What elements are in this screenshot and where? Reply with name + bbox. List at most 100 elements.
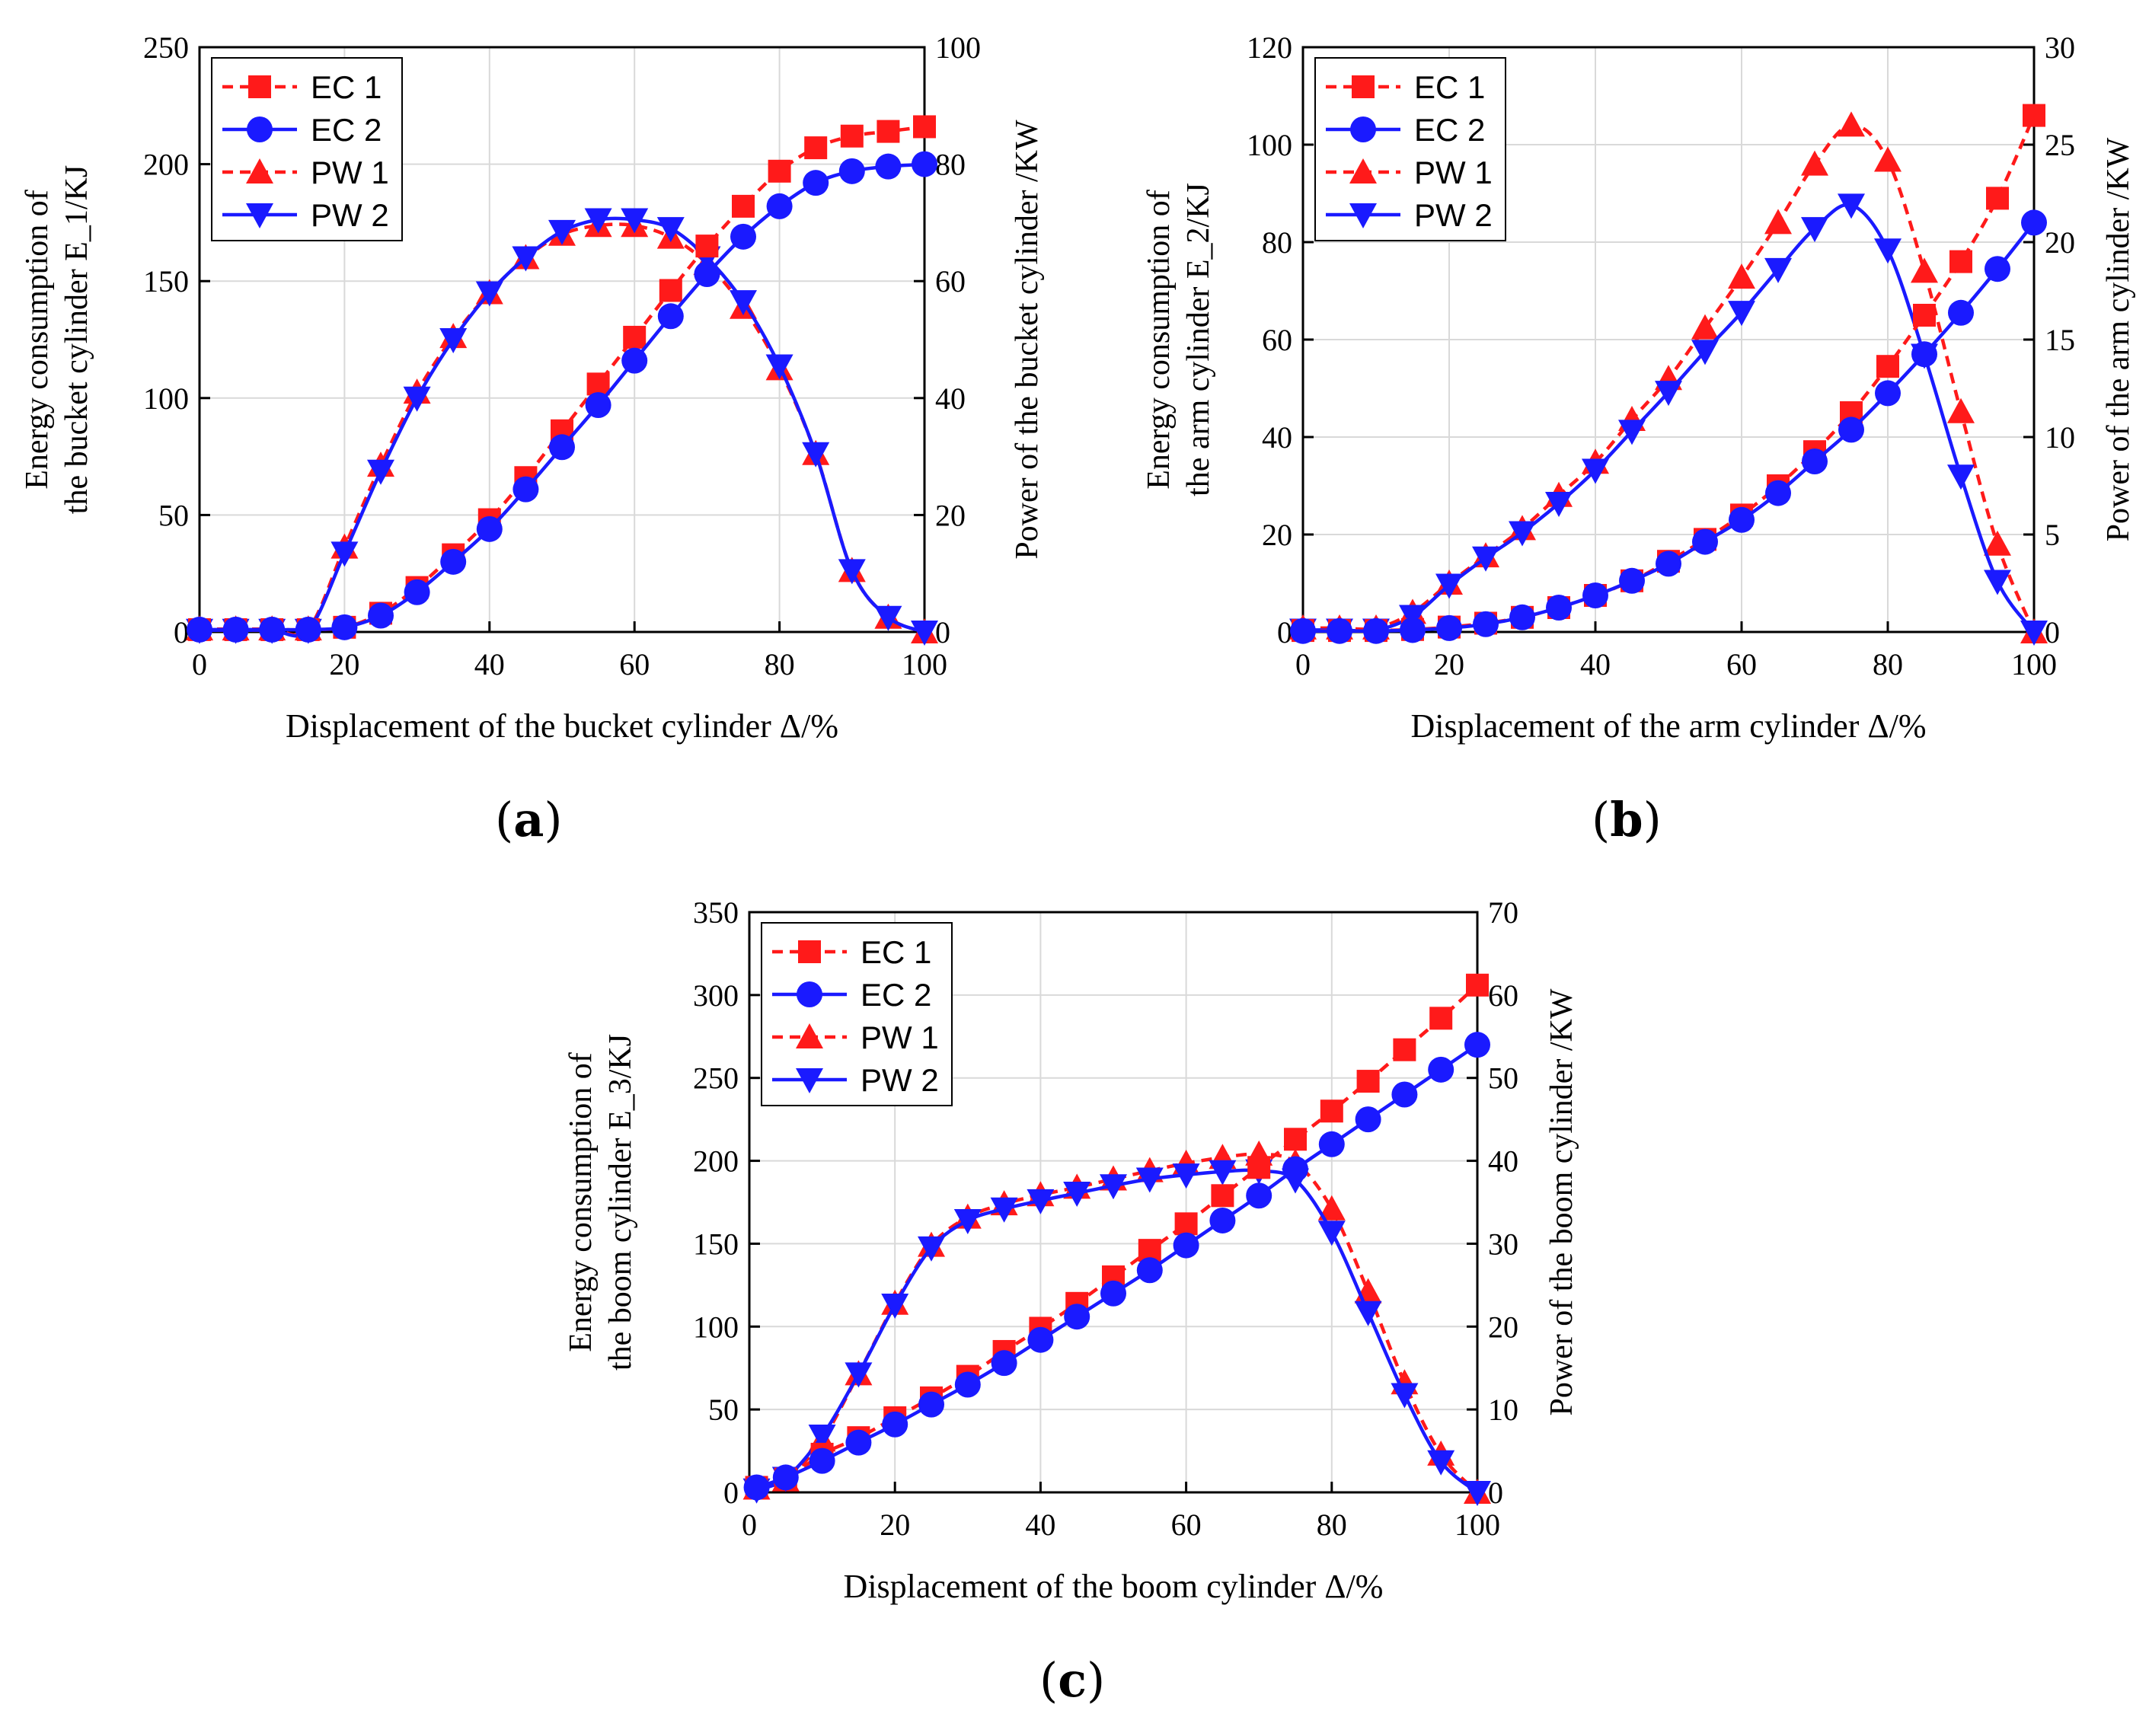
data-point xyxy=(1509,604,1535,630)
data-point xyxy=(1582,582,1608,608)
y-right-tick-label: 80 xyxy=(935,148,966,182)
legend-marker xyxy=(797,981,822,1007)
caption-b: (b) xyxy=(1592,792,1662,847)
data-point xyxy=(1027,1326,1054,1353)
data-point xyxy=(1985,256,2010,282)
data-point xyxy=(621,208,649,234)
legend-label: PW 2 xyxy=(1414,197,1493,233)
x-tick-label: 100 xyxy=(1454,1508,1500,1542)
chart-svg: 0 20 40 60 80 100020406080100120051015202530D… xyxy=(1142,30,2136,745)
y-right-tick-label: 70 xyxy=(1488,895,1518,930)
data-point xyxy=(295,616,321,643)
data-point xyxy=(918,1236,945,1262)
data-point xyxy=(585,392,611,419)
legend-label: EC 1 xyxy=(311,69,382,105)
y-left-tick-label: 0 xyxy=(723,1476,739,1510)
data-point xyxy=(659,279,682,302)
data-point xyxy=(804,136,828,160)
data-point xyxy=(1472,546,1499,572)
data-point xyxy=(765,354,794,380)
data-point xyxy=(1729,506,1755,533)
legend: EC 1 EC 2 PW 1 PW 2 xyxy=(761,922,953,1106)
data-point xyxy=(845,1362,873,1388)
y-right-tick-label: 15 xyxy=(2045,323,2075,357)
data-point xyxy=(838,559,866,585)
data-point xyxy=(1172,1163,1200,1189)
data-point xyxy=(1391,1081,1418,1108)
data-point xyxy=(1136,1257,1163,1284)
legend-label: EC 1 xyxy=(1414,69,1485,105)
data-point xyxy=(623,325,647,349)
data-point xyxy=(330,541,359,567)
data-point xyxy=(1211,1184,1234,1208)
y-left-tick-label: 100 xyxy=(143,381,189,416)
x-tick-label: 40 xyxy=(474,647,505,681)
y-right-tick-label: 20 xyxy=(1488,1310,1518,1344)
data-point xyxy=(1874,146,1902,172)
data-point xyxy=(1354,1300,1382,1326)
x-tick-label: 40 xyxy=(1580,647,1611,681)
legend-label: PW 2 xyxy=(861,1062,939,1098)
x-tick-label: 20 xyxy=(880,1508,910,1542)
data-point xyxy=(766,193,793,219)
data-point xyxy=(2023,104,2045,127)
x-tick-label: 60 xyxy=(1726,647,1757,681)
legend-marker xyxy=(796,1023,823,1048)
y-right-axis-label: Power of the boom cylinder /KW xyxy=(1544,988,1579,1415)
legend-label: PW 2 xyxy=(311,197,389,233)
data-point xyxy=(1764,209,1792,235)
data-point xyxy=(2021,209,2047,236)
caption-a-letter: a xyxy=(513,792,544,847)
series-ec-2 xyxy=(1290,209,2047,644)
data-point xyxy=(1318,1131,1345,1157)
data-point xyxy=(1473,611,1499,637)
y-right-tick-label: 100 xyxy=(935,30,981,65)
series-pw-2 xyxy=(186,208,938,646)
x-tick-label: 80 xyxy=(1317,1508,1347,1542)
y-right-tick-label: 5 xyxy=(2045,518,2060,552)
data-point xyxy=(874,605,902,631)
data-point xyxy=(1427,1450,1455,1476)
data-point xyxy=(1320,1099,1343,1123)
data-point xyxy=(1545,492,1573,518)
data-point xyxy=(1875,380,1901,407)
data-point xyxy=(1656,550,1681,577)
x-tick-label: 20 xyxy=(329,647,359,681)
y-left-tick-label: 20 xyxy=(1262,518,1292,552)
y-right-tick-label: 10 xyxy=(2045,420,2075,455)
data-point xyxy=(440,548,467,575)
data-point xyxy=(732,194,755,218)
data-point xyxy=(1429,1007,1453,1030)
x-tick-label: 0 xyxy=(742,1508,757,1542)
data-point xyxy=(953,1208,982,1234)
x-axis-label: Displacement of the bucket cylinder Δ/% xyxy=(286,707,838,745)
y-left-tick-label: 40 xyxy=(1262,420,1292,455)
data-point xyxy=(881,1293,909,1319)
x-tick-label: 100 xyxy=(902,647,947,681)
data-point xyxy=(809,1447,835,1474)
data-point xyxy=(743,1474,770,1501)
legend: EC 1 EC 2 PW 1 PW 2 xyxy=(1314,57,1506,241)
legend-marker xyxy=(1349,158,1377,183)
caption-c: (c) xyxy=(1039,1652,1106,1708)
data-point xyxy=(1911,341,1937,368)
y-left-axis-label-line2: the boom cylinder E_3/KJ xyxy=(603,1034,638,1371)
data-point xyxy=(694,260,720,287)
caption-c-letter: c xyxy=(1058,1652,1087,1708)
x-axis-label: Displacement of the arm cylinder Δ/% xyxy=(1410,707,1926,745)
y-left-tick-label: 50 xyxy=(158,498,189,532)
legend-marker xyxy=(1350,116,1376,142)
legend-marker xyxy=(248,75,271,98)
y-left-axis-label-line1: Energy consumption of xyxy=(564,1052,599,1352)
y-right-tick-label: 60 xyxy=(1488,978,1518,1013)
x-tick-label: 60 xyxy=(1171,1508,1202,1542)
data-point xyxy=(1355,1106,1381,1133)
data-point xyxy=(875,153,902,180)
data-point xyxy=(1173,1232,1199,1259)
data-point xyxy=(1400,617,1426,643)
data-point xyxy=(1282,1156,1308,1182)
data-point xyxy=(1764,257,1792,283)
data-point xyxy=(1947,464,1975,490)
